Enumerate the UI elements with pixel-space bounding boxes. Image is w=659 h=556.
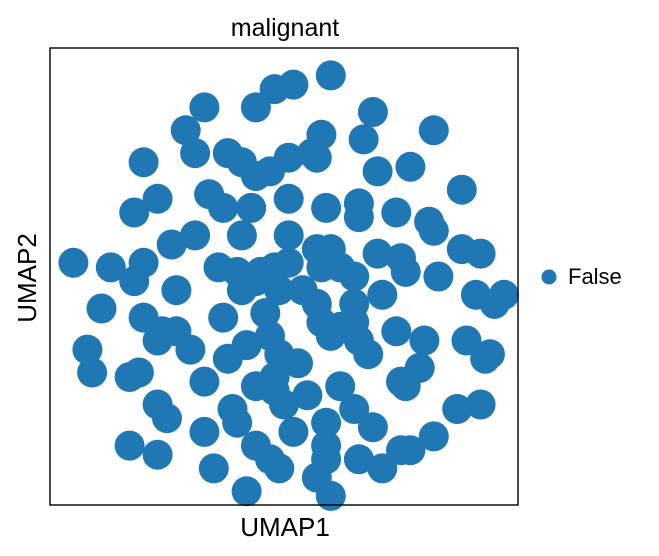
scatter-point (339, 394, 370, 424)
scatter-point (189, 92, 220, 123)
scatter-point (142, 183, 173, 214)
scatter-points (58, 60, 519, 511)
legend: False (541, 264, 622, 289)
scatter-point (418, 115, 449, 146)
scatter-point (474, 339, 505, 370)
scatter-point (339, 261, 370, 292)
scatter-point (278, 69, 309, 100)
scatter-point (236, 192, 267, 223)
scatter-point (315, 320, 346, 351)
scatter-point (357, 97, 388, 127)
scatter-point (170, 115, 201, 146)
scatter-point (343, 444, 374, 475)
scatter-point (231, 330, 262, 361)
scatter-point (208, 192, 239, 223)
scatter-point (119, 266, 150, 297)
scatter-point (446, 174, 477, 205)
scatter-point (161, 275, 192, 306)
scatter-point (395, 151, 426, 182)
scatter-point (147, 316, 178, 347)
scatter-point (479, 288, 510, 319)
chart-title: malignant (231, 14, 339, 42)
scatter-point (240, 92, 271, 123)
scatter-point (58, 247, 89, 278)
scatter-point (311, 192, 342, 223)
scatter-point (180, 138, 211, 169)
scatter-point (325, 371, 356, 402)
scatter-point (189, 416, 220, 447)
scatter-point (95, 252, 126, 283)
scatter-point (451, 325, 482, 356)
scatter-point (128, 147, 159, 178)
scatter-point (367, 279, 398, 310)
scatter-point (72, 334, 103, 365)
scatter-point (273, 247, 304, 278)
scatter-point (283, 348, 313, 379)
scatter-point (175, 334, 206, 365)
scatter-point (119, 197, 150, 228)
scatter-point (273, 183, 304, 214)
scatter-point (390, 371, 421, 402)
scatter-point (240, 266, 271, 297)
scatter-point (180, 220, 211, 251)
scatter-point (292, 380, 323, 411)
scatter-point (77, 357, 108, 388)
scatter-point (264, 275, 295, 306)
plot-frame (49, 47, 519, 506)
scatter-point (142, 439, 173, 470)
legend-marker (541, 269, 557, 285)
scatter-point (315, 480, 346, 511)
scatter-point (465, 389, 496, 420)
scatter-point (465, 238, 496, 269)
scatter-point (278, 416, 309, 447)
scatter-point (231, 476, 262, 507)
scatter-point (123, 357, 154, 388)
scatter-point (301, 142, 332, 173)
scatter-point (114, 430, 145, 461)
scatter-point (250, 298, 281, 329)
scatter-point (269, 389, 299, 420)
scatter-point (198, 453, 229, 484)
scatter-point (362, 156, 393, 187)
scatter-point (208, 302, 239, 333)
scatter-point (315, 60, 346, 91)
scatter-point (418, 215, 449, 246)
x-axis-label: UMAP1 (240, 512, 330, 542)
scatter-point (381, 316, 412, 347)
scatter-point (353, 339, 384, 370)
scatter-point (442, 394, 473, 424)
scatter-point (189, 366, 220, 397)
scatter-point (152, 403, 182, 434)
scatter-point (343, 202, 374, 233)
y-axis-label: UMAP2 (12, 233, 42, 323)
scatter-point (357, 412, 388, 443)
scatter-point (273, 220, 304, 251)
scatter-point (226, 220, 257, 251)
scatter-point (311, 407, 342, 438)
scatter-point (381, 197, 412, 228)
scatter-point (156, 229, 187, 260)
scatter-point (367, 453, 398, 484)
scatter-point (418, 421, 449, 452)
scatter-point (423, 261, 454, 292)
scatter-point (348, 124, 379, 155)
scatter-point (86, 293, 117, 324)
scatter-point (311, 444, 342, 475)
scatter-point (362, 238, 393, 269)
scatter-point (255, 156, 285, 187)
scatter-point (264, 453, 295, 484)
scatter-point (390, 256, 421, 287)
scatter-point (395, 435, 426, 466)
legend-label: False (568, 264, 622, 289)
scatter-point (222, 407, 253, 438)
scatter-point (409, 325, 440, 356)
